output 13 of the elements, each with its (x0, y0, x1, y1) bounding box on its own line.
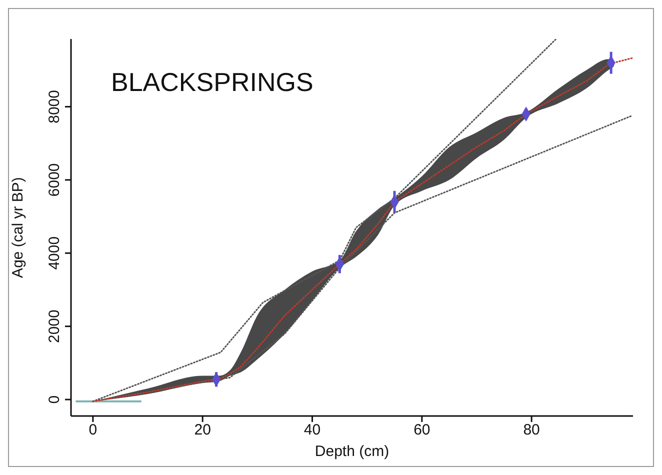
y-tick-label: 4000 (46, 236, 63, 270)
x-tick-label: 60 (414, 422, 430, 439)
text: BLACKSPRINGS (111, 67, 314, 98)
x-tick-label: 20 (194, 422, 211, 439)
y-tick-label: 6000 (46, 163, 63, 197)
x-tick-label: 80 (523, 422, 540, 439)
y-tick-label: 0 (46, 395, 63, 404)
x-axis-title: Depth (cm) (314, 443, 390, 460)
x-tick-label: 0 (88, 422, 98, 439)
y-tick-label: 2000 (46, 310, 63, 344)
y-tick-label: 8000 (46, 90, 63, 124)
y-axis-title: Age (cal yr BP) (9, 177, 26, 278)
x-tick-label: 40 (304, 422, 321, 439)
